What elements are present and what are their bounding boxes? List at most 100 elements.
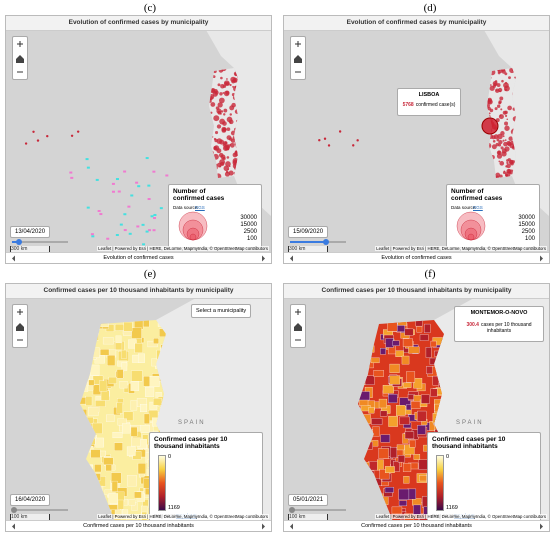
case-circle: [229, 113, 232, 116]
municipality: [404, 328, 414, 336]
municipality: [404, 431, 415, 439]
case-circle: [499, 90, 501, 93]
municipality: [100, 390, 110, 401]
source-link[interactable]: DGS: [195, 205, 205, 210]
case-circle: [495, 172, 501, 178]
date-box: 16/04/2020: [10, 494, 51, 506]
municipality: [402, 463, 412, 472]
marker: [69, 171, 73, 174]
municipality: [420, 394, 430, 404]
footer-arrows: [290, 523, 543, 530]
prev-arrow: [290, 255, 293, 262]
municipality: [426, 366, 433, 375]
case-circle: [506, 140, 512, 146]
zoom-in: [17, 41, 23, 47]
case-circle: [487, 97, 492, 103]
source-label: Data source:: [173, 205, 199, 210]
municipality: [399, 416, 410, 425]
municipality: [391, 506, 403, 515]
case-circle: [498, 160, 501, 163]
municipality: [140, 404, 148, 413]
municipality: [88, 379, 95, 386]
legend-circles: [456, 211, 486, 241]
municipality: [419, 334, 429, 341]
municipality: [413, 378, 423, 389]
case-circle: [222, 143, 226, 147]
municipality: [111, 480, 118, 492]
footer-bar: Evolution of confirmed cases: [6, 252, 271, 263]
municipality: [123, 321, 133, 332]
prev-arrow: [12, 255, 15, 262]
case-circle: [493, 134, 499, 140]
marker: [123, 229, 127, 232]
case-circle: [229, 83, 232, 87]
municipality: [405, 404, 412, 411]
zoom-icons: [16, 41, 24, 73]
legend: Confirmed cases per 10 thousand inhabita…: [149, 432, 263, 522]
source-link[interactable]: DGS: [473, 205, 483, 210]
case-circle: [506, 118, 509, 121]
case-circle: [500, 146, 504, 150]
municipality: [417, 425, 426, 435]
municipality: [380, 434, 391, 443]
municipality: [368, 407, 375, 414]
marker: [150, 215, 154, 218]
municipality: [373, 370, 384, 377]
case-circle: [228, 119, 234, 125]
case-circle: [222, 92, 225, 94]
case-circle: [496, 83, 501, 87]
marker: [111, 190, 115, 193]
municipality: [410, 401, 421, 409]
zoom-controls: [12, 304, 28, 348]
island-circle: [338, 130, 342, 133]
municipality: [407, 394, 415, 400]
municipality: [378, 448, 389, 459]
municipality: [130, 400, 138, 411]
legend-value: 2500: [243, 229, 257, 235]
case-circle: [219, 139, 225, 145]
zoom-in: [17, 309, 23, 315]
municipality: [406, 371, 416, 383]
title-bar: Confirmed cases per 10 thousand inhabita…: [6, 284, 271, 299]
marker: [130, 194, 134, 197]
attribution: Leaflet | Powered by Esri | HERE, DeLorm…: [375, 246, 547, 251]
marker: [153, 213, 157, 216]
slider-knob: [11, 507, 17, 513]
municipality: [94, 464, 102, 473]
footer-arrows: [12, 255, 265, 262]
map-panel: Confirmed cases per 10 thousand inhabita…: [283, 283, 550, 532]
municipality: [115, 341, 123, 350]
legend-max: 1169: [168, 505, 180, 511]
marker: [145, 157, 149, 160]
marker: [147, 229, 151, 232]
case-circle: [503, 85, 510, 92]
municipality: [372, 426, 380, 437]
date-box: 13/04/2020: [10, 226, 51, 238]
municipality: [115, 335, 122, 344]
case-circle: [213, 115, 220, 122]
country-label: SPAIN: [456, 420, 484, 426]
zoom-in: [295, 41, 301, 47]
popup-name: LISBOA: [418, 92, 440, 98]
footer-bar: Evolution of confirmed cases: [284, 252, 549, 263]
municipality: [397, 455, 406, 463]
case-circle: [232, 85, 235, 88]
case-circle: [498, 100, 502, 104]
case-circle: [489, 108, 494, 113]
select-button[interactable]: Select a municipality: [191, 304, 252, 318]
footer-arrows: [290, 255, 543, 262]
municipality: [106, 414, 115, 422]
municipality: [382, 385, 394, 394]
panel-label: (c): [143, 2, 157, 14]
case-circle: [504, 146, 510, 152]
case-circle: [497, 150, 501, 155]
marker: [147, 184, 151, 187]
marker: [86, 166, 90, 169]
municipality: [112, 432, 123, 439]
marker: [127, 205, 131, 208]
zoom-controls: [12, 36, 28, 80]
case-circle: [502, 135, 505, 138]
home: [16, 55, 24, 63]
case-circle: [487, 102, 491, 109]
municipality: [380, 348, 386, 355]
